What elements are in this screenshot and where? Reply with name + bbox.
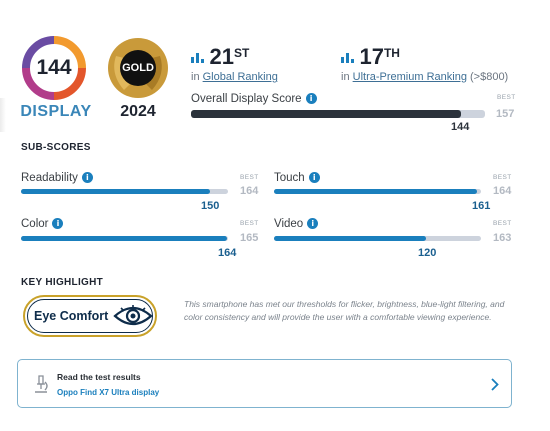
bar-chart-icon bbox=[341, 53, 354, 63]
chevron-right-icon[interactable] bbox=[491, 378, 499, 391]
test-results-link[interactable]: Oppo Find X7 Ultra display bbox=[57, 388, 160, 397]
subscores-title: SUB-SCORES bbox=[21, 142, 91, 153]
subscore-fill bbox=[21, 236, 227, 241]
microscope-icon bbox=[35, 375, 48, 393]
segment-ranking-prefix: in bbox=[341, 71, 350, 83]
eye-comfort-description: This smartphone has met our thresholds f… bbox=[184, 299, 505, 322]
award-year: 2024 bbox=[120, 103, 156, 120]
subscore-color-title: Color i bbox=[21, 218, 64, 230]
award-label: GOLD bbox=[122, 62, 154, 74]
best-tag: BEST bbox=[493, 220, 512, 227]
subscore-value: 150 bbox=[201, 200, 220, 212]
subscore-bar bbox=[274, 189, 481, 194]
bar-chart-icon bbox=[191, 53, 204, 63]
info-icon[interactable]: i bbox=[308, 172, 320, 184]
eye-comfort-label: Eye Comfort bbox=[34, 309, 109, 323]
badge-score: 144 bbox=[36, 56, 72, 79]
gold-award-badge: GOLD bbox=[106, 36, 170, 100]
subscore-bar bbox=[21, 236, 228, 241]
global-rank-number: 21 bbox=[209, 44, 234, 69]
subscore-value: 164 bbox=[218, 247, 237, 259]
subscore-fill bbox=[274, 236, 427, 241]
segment-rank-suffix: TH bbox=[383, 46, 400, 60]
overall-score-fill bbox=[191, 110, 461, 118]
info-icon[interactable]: i bbox=[81, 172, 93, 184]
badge-label: DISPLAY bbox=[20, 103, 92, 120]
subscore-bar bbox=[21, 189, 228, 194]
subscore-best: 164 bbox=[493, 185, 512, 197]
global-ranking-link[interactable]: Global Ranking bbox=[202, 71, 278, 83]
subscore-touch-title: Touch i bbox=[274, 172, 320, 184]
info-icon[interactable]: i bbox=[307, 218, 319, 230]
edge-shadow bbox=[0, 98, 6, 132]
subscore-value: 120 bbox=[418, 247, 437, 259]
segment-ranking: 17TH bbox=[341, 44, 400, 70]
subscore-label: Readability bbox=[21, 172, 78, 184]
test-results-card[interactable] bbox=[17, 359, 512, 408]
best-tag: BEST bbox=[240, 220, 259, 227]
display-score-badge: 144 bbox=[22, 36, 86, 100]
segment-ranking-caption: in Ultra-Premium Ranking (>$800) bbox=[341, 71, 508, 83]
subscore-label: Touch bbox=[274, 172, 305, 184]
overall-score-bar bbox=[191, 110, 485, 118]
subscore-label: Video bbox=[274, 218, 304, 230]
subscore-fill bbox=[21, 189, 211, 194]
overall-score-value: 144 bbox=[451, 121, 470, 133]
info-icon[interactable]: i bbox=[52, 218, 64, 230]
subscore-fill bbox=[274, 189, 478, 194]
key-highlight-title: KEY HIGHLIGHT bbox=[21, 277, 104, 288]
global-ranking: 21ST bbox=[191, 44, 249, 70]
global-ranking-prefix: in bbox=[191, 71, 200, 83]
overall-score-title: Overall Display Score i bbox=[191, 93, 317, 105]
segment-ranking-link[interactable]: Ultra-Premium Ranking bbox=[352, 71, 467, 83]
info-icon[interactable]: i bbox=[305, 93, 317, 105]
eye-icon bbox=[113, 305, 153, 326]
test-results-title: Read the test results bbox=[57, 372, 141, 382]
subscore-readability-title: Readability i bbox=[21, 172, 93, 184]
best-tag: BEST bbox=[493, 174, 512, 181]
subscore-video-title: Video i bbox=[274, 218, 319, 230]
score-ring-icon bbox=[22, 36, 86, 100]
overall-best-value: 157 bbox=[496, 108, 515, 120]
subscore-best: 165 bbox=[240, 232, 259, 244]
subscore-best: 163 bbox=[493, 232, 512, 244]
subscore-value: 161 bbox=[472, 200, 491, 212]
segment-rank-number: 17 bbox=[359, 44, 384, 69]
laurel-icon bbox=[108, 38, 168, 98]
overall-best-tag: BEST bbox=[497, 94, 516, 101]
segment-ranking-note: (>$800) bbox=[470, 71, 509, 83]
eye-comfort-badge: Eye Comfort bbox=[23, 295, 157, 337]
subscore-bar bbox=[274, 236, 481, 241]
overall-score-label: Overall Display Score bbox=[191, 93, 302, 105]
global-ranking-caption: in Global Ranking bbox=[191, 71, 278, 83]
best-tag: BEST bbox=[240, 174, 259, 181]
subscore-best: 164 bbox=[240, 185, 259, 197]
subscore-label: Color bbox=[21, 218, 49, 230]
global-rank-suffix: ST bbox=[233, 46, 250, 60]
